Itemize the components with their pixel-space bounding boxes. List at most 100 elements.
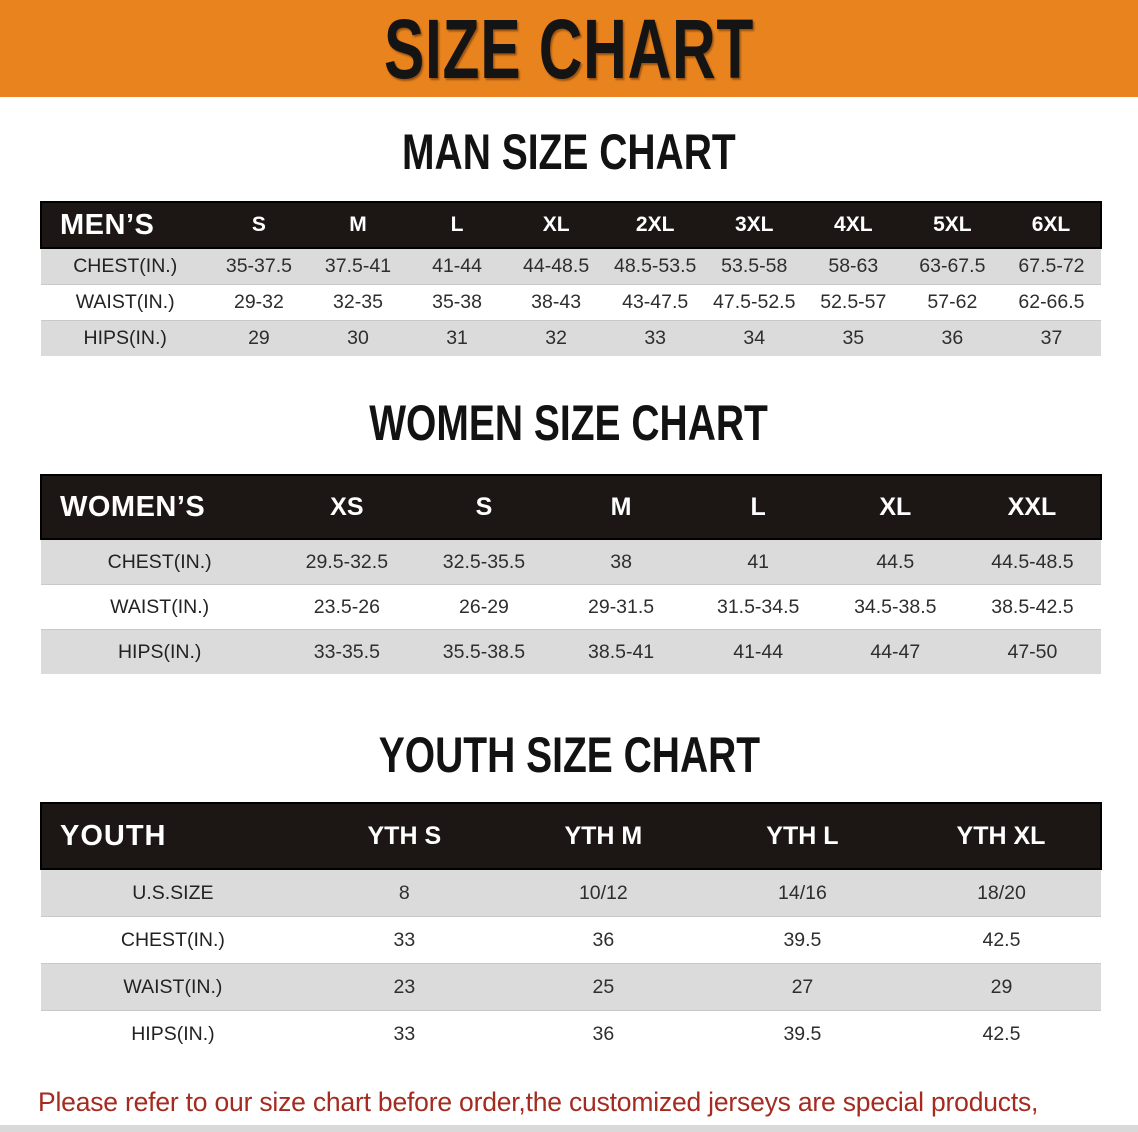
measurement-value: 58-63: [803, 247, 903, 285]
measurement-value: 52.5-57: [803, 284, 903, 321]
measurement-value: 37.5-41: [308, 247, 408, 285]
measurement-value: 44-48.5: [506, 247, 606, 285]
size-column-header: XS: [278, 474, 416, 540]
measurement-value: 47.5-52.5: [704, 284, 804, 321]
measurement-value: 62-66.5: [1001, 284, 1101, 321]
measurement-row: CHEST(IN.) 33 36 39.5 42.5: [41, 916, 1101, 964]
size-column-header: XXL: [963, 474, 1103, 540]
size-column-header: 6XL: [1001, 201, 1103, 249]
size-header-row: MEN’S S M L XL 2XL 3XL 4XL 5XL 6XL: [39, 201, 1103, 249]
measurement-value: 27: [702, 963, 902, 1011]
measurement-value: 44.5-48.5: [963, 538, 1101, 585]
measurement-value: 8: [304, 868, 504, 917]
measurement-value: 26-29: [415, 584, 553, 630]
measurement-value: 43-47.5: [605, 284, 705, 321]
measurement-value: 33: [605, 320, 705, 356]
measurement-row: WAIST(IN.) 29-32 32-35 35-38 38-43 43-47.5 47.…: [41, 284, 1101, 321]
size-chart-banner: SIZE CHART: [0, 0, 1138, 97]
measurement-row-label: HIPS(IN.): [41, 1010, 305, 1057]
size-column-header: S: [209, 201, 309, 249]
measurement-value: 30: [308, 320, 408, 356]
size-column-header: M: [308, 201, 408, 249]
measurement-value: 44-47: [826, 629, 964, 674]
banner-title: SIZE CHART: [383, 1, 755, 96]
measurement-value: 36: [503, 916, 703, 964]
measurement-row: HIPS(IN.) 29 30 31 32 33 34 35 36 37: [41, 320, 1101, 356]
measurement-value: 29-32: [209, 284, 309, 321]
measurement-value: 14/16: [702, 868, 902, 917]
measurement-row: WAIST(IN.) 23.5-26 26-29 29-31.5 31.5-34.5 34…: [41, 584, 1101, 630]
measurement-row-label: HIPS(IN.): [41, 320, 210, 356]
size-column-header: 3XL: [704, 201, 804, 249]
measurement-value: 37: [1001, 320, 1101, 356]
measurement-row-label: U.S.SIZE: [41, 868, 305, 917]
women-size-chart-heading: WOMEN SIZE CHART: [369, 395, 769, 451]
measurement-value: 41: [689, 538, 827, 585]
measurement-row-label: WAIST(IN.): [41, 284, 210, 321]
measurement-value: 33-35.5: [278, 629, 416, 674]
measurement-value: 41-44: [689, 629, 827, 674]
measurement-row-label: HIPS(IN.): [41, 629, 279, 674]
size-header-row: WOMEN’S XS S M L XL XXL: [39, 474, 1103, 540]
measurement-value: 29: [209, 320, 309, 356]
measurement-value: 39.5: [702, 916, 902, 964]
man-size-chart-heading: MAN SIZE CHART: [402, 124, 736, 180]
size-column-header: YTH L: [702, 802, 902, 870]
size-column-header: XL: [506, 201, 606, 249]
measurement-value: 63-67.5: [902, 247, 1002, 285]
measurement-value: 35.5-38.5: [415, 629, 553, 674]
bottom-edge-strip: [0, 1125, 1138, 1132]
measurement-value: 35-38: [407, 284, 507, 321]
women-size-table: WOMEN’S XS S M L XL XXL CHEST(IN.) 29.5-32.5 32.5…: [39, 474, 1103, 674]
size-column-header: YTH XL: [901, 802, 1103, 870]
measurement-row-label: WAIST(IN.): [41, 963, 305, 1011]
measurement-value: 47-50: [963, 629, 1101, 674]
measurement-value: 23.5-26: [278, 584, 416, 630]
measurement-value: 33: [304, 916, 504, 964]
measurement-value: 38.5-42.5: [963, 584, 1101, 630]
measurement-value: 44.5: [826, 538, 964, 585]
size-column-header: XL: [826, 474, 964, 540]
size-column-header: L: [407, 201, 507, 249]
measurement-value: 38-43: [506, 284, 606, 321]
table-title-cell: MEN’S: [39, 201, 210, 249]
man-size-table: MEN’S S M L XL 2XL 3XL 4XL 5XL 6XL CHEST(IN.) 35-37…: [39, 201, 1103, 356]
measurement-value: 34: [704, 320, 804, 356]
size-column-header: M: [552, 474, 690, 540]
measurement-value: 48.5-53.5: [605, 247, 705, 285]
measurement-value: 29: [901, 963, 1101, 1011]
measurement-row: WAIST(IN.) 23 25 27 29: [41, 963, 1101, 1011]
size-column-header: 4XL: [803, 201, 903, 249]
measurement-value: 29.5-32.5: [278, 538, 416, 585]
measurement-value: 57-62: [902, 284, 1002, 321]
measurement-value: 29-31.5: [552, 584, 690, 630]
measurement-row: U.S.SIZE 8 10/12 14/16 18/20: [41, 868, 1101, 917]
measurement-row-label: CHEST(IN.): [41, 538, 279, 585]
measurement-value: 38: [552, 538, 690, 585]
youth-size-chart-heading: YOUTH SIZE CHART: [378, 727, 760, 783]
measurement-row: CHEST(IN.) 35-37.5 37.5-41 41-44 44-48.5 48.5…: [41, 247, 1101, 285]
measurement-value: 67.5-72: [1001, 247, 1101, 285]
size-column-header: 5XL: [902, 201, 1002, 249]
size-column-header: YTH S: [304, 802, 504, 870]
measurement-value: 32.5-35.5: [415, 538, 553, 585]
measurement-row: CHEST(IN.) 29.5-32.5 32.5-35.5 38 41 44.5 44.5…: [41, 538, 1101, 585]
measurement-value: 42.5: [901, 916, 1101, 964]
measurement-row-label: CHEST(IN.): [41, 247, 210, 285]
size-column-header: L: [689, 474, 827, 540]
size-column-header: YTH M: [503, 802, 703, 870]
measurement-row-label: CHEST(IN.): [41, 916, 305, 964]
measurement-value: 36: [902, 320, 1002, 356]
size-header-row: YOUTH YTH S YTH M YTH L YTH XL: [40, 802, 1103, 870]
measurement-value: 33: [304, 1010, 504, 1057]
disclaimer-line-1: Please refer to our size chart before or…: [38, 1087, 1039, 1117]
measurement-value: 32-35: [308, 284, 408, 321]
measurement-value: 36: [503, 1010, 703, 1057]
table-title-cell: YOUTH: [40, 802, 305, 870]
measurement-value: 23: [304, 963, 504, 1011]
measurement-value: 41-44: [407, 247, 507, 285]
measurement-value: 31: [407, 320, 507, 356]
measurement-value: 32: [506, 320, 606, 356]
measurement-value: 42.5: [901, 1010, 1101, 1057]
